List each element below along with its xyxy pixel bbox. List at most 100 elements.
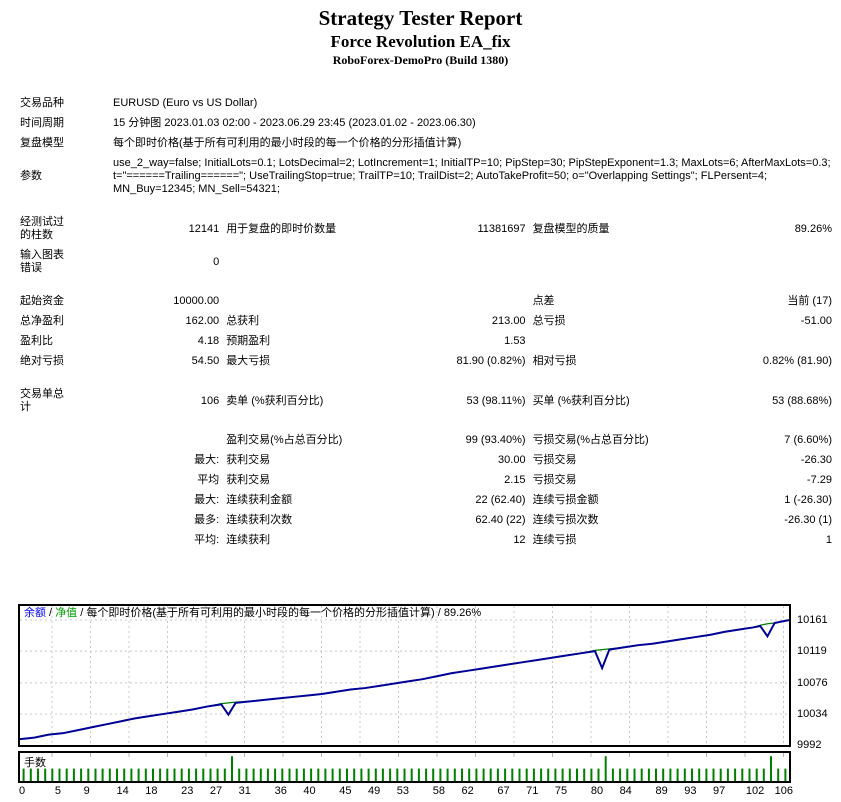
y-tick-label: 10161 (797, 614, 828, 627)
legend-segment: 净值 (55, 607, 78, 619)
lots-bar (266, 768, 269, 781)
report-row: 平均 获利交易 2.15 亏损交易 -7.29 (20, 471, 832, 491)
report-cell: 起始资金 (20, 295, 64, 307)
lots-bar (130, 768, 133, 781)
report-cell: 0.82% (81.90) (762, 355, 832, 367)
server-build-line: RoboForex-DemoPro (Build 1380) (332, 53, 509, 67)
x-tick-label: 84 (619, 785, 632, 797)
x-tick-label: 49 (368, 785, 381, 797)
report-cell: 绝对亏损 (20, 355, 64, 367)
y-tick-label: 10119 (797, 645, 827, 658)
report-cell: 盈利交易(%占总百分比) (226, 434, 343, 446)
report-cell: 复盘模型 (20, 137, 64, 149)
report-cell: 1 (825, 534, 832, 546)
report-cell (20, 531, 66, 551)
report-cell: 最多: (194, 514, 220, 526)
lots-bar (245, 768, 248, 781)
lots-bar (762, 768, 765, 781)
report-cell: 获利交易 (226, 474, 271, 486)
report-cell: 连续亏损次数 (532, 514, 599, 526)
equity-line (20, 619, 789, 740)
lots-bar (274, 768, 277, 781)
lots-bar (439, 768, 442, 781)
report-cell: 10000.00 (173, 295, 220, 307)
legend-segment: / (46, 607, 56, 619)
lots-bar (94, 768, 97, 781)
x-tick-label: 89 (655, 785, 668, 797)
report-cell: 89.26% (794, 222, 832, 235)
lots-bar (259, 768, 262, 781)
report-cell: 15 分钟图 2023.01.03 02:00 - 2023.06.29 23:… (113, 117, 476, 129)
lots-bar (576, 768, 578, 781)
report-cell: -51.00 (800, 315, 832, 327)
report-cell: 最大亏损 (226, 355, 271, 367)
report-cell: 连续亏损 (532, 534, 577, 546)
lots-bar (353, 768, 356, 781)
report-cell: 最大: (194, 494, 220, 506)
report-cell: 买单 (%获利百分比) (532, 394, 630, 407)
report-cell: 162.00 (185, 315, 220, 327)
lots-bar (231, 756, 233, 781)
lots-bar (640, 768, 643, 781)
lots-bar (712, 768, 715, 781)
lots-bar (58, 768, 61, 781)
lots-bar (209, 768, 212, 781)
lots-bar (755, 768, 758, 781)
report-cell: 交易单总计 (20, 388, 64, 413)
x-tick-label: 9 (83, 785, 90, 797)
report-cell (219, 246, 372, 279)
report-cell: 连续获利次数 (226, 514, 293, 526)
lots-bar (647, 768, 650, 781)
x-tick-label: 67 (497, 785, 510, 797)
lots-bar (777, 768, 780, 781)
report-cell: 交易品种 (20, 97, 64, 109)
lots-bar (547, 768, 550, 781)
lots-bar (417, 768, 420, 781)
report-row: 参数 use_2_way=false; InitialLots=0.1; Lots… (20, 154, 832, 200)
lots-bar (784, 768, 787, 781)
lots-bar (195, 768, 198, 781)
report-cell (372, 246, 525, 279)
report-cell (219, 279, 372, 312)
report-row: 最大: 获利交易 30.00 亏损交易 -26.30 (20, 451, 832, 471)
report-row: 起始资金 10000.00 点差 当前 (17) (20, 279, 832, 312)
report-cell: 12141 (188, 222, 220, 235)
x-tick-label: 18 (145, 785, 158, 797)
report-cell (66, 418, 219, 451)
report-cell (679, 332, 832, 352)
report-cell: 总净盈利 (20, 315, 64, 327)
lots-bar (288, 768, 291, 781)
lots-bar (180, 768, 183, 781)
x-tick-label: 93 (684, 785, 697, 797)
lots-bar (396, 768, 399, 781)
x-tick-label: 23 (181, 785, 194, 797)
report-cell: 213.00 (491, 315, 526, 327)
report-cell: 时间周期 (20, 117, 64, 129)
lots-bar (669, 768, 672, 781)
y-tick-label: 9992 (797, 739, 822, 751)
lots-bar (770, 756, 772, 781)
chart-section: 余额 / 净值 / 每个即时价格(基于所有可利用的最小时段的每一个价格的分形插值… (18, 604, 841, 798)
lots-bar (116, 768, 118, 781)
report-cell (526, 246, 679, 279)
lots-bar (525, 768, 528, 781)
report-cell: 53 (98.11%) (466, 394, 526, 407)
lots-bar (611, 768, 614, 781)
lots-bar (698, 768, 701, 781)
lots-bar (295, 768, 298, 781)
lots-bar (683, 768, 686, 781)
lots-bar (540, 768, 543, 781)
lots-bar (554, 768, 557, 781)
lots-bar (216, 768, 219, 781)
lots-bar (281, 768, 284, 781)
report-cell (372, 279, 525, 312)
report-cell: 输入图表错误 (20, 249, 64, 274)
report-cell: 卖单 (%获利百分比) (226, 394, 324, 407)
x-tick-label: 5 (54, 785, 61, 797)
report-cell: 经测试过的柱数 (20, 216, 64, 241)
report-cell (20, 418, 66, 451)
report-table-body: 交易品种 EURUSD (Euro vs US Dollar) 时间周期 15 分钟图… (20, 94, 832, 551)
lots-bar (633, 768, 636, 781)
report-cell: 平均: (194, 534, 220, 546)
report-cell: EURUSD (Euro vs US Dollar) (113, 97, 258, 109)
